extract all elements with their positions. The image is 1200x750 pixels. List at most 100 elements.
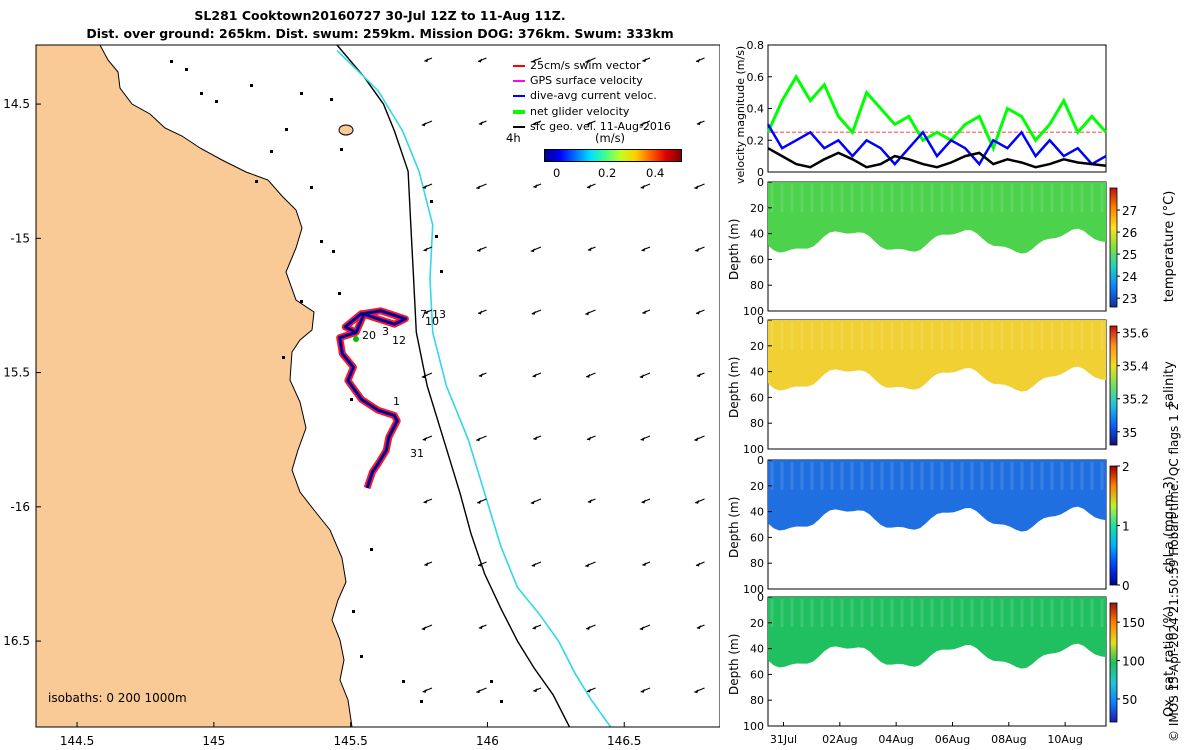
colorbar-tick: 0.4 [646,166,665,180]
profile-y-tick-label: 60 [750,253,764,266]
time-tick-label: 02Aug [822,733,857,746]
isobath-1000m [336,49,612,727]
isobaths-label: isobaths: 0 200 1000m [48,691,187,705]
profile-y-tick-label: 0 [757,176,764,189]
reef-speck [282,356,285,359]
sfc-velocity-arrow [586,687,596,693]
reef-speck [330,98,333,101]
reef-speck [320,240,323,243]
colorbar-tick: 0.2 [598,166,617,180]
sfc-velocity-arrow [424,561,433,567]
sfc-velocity-arrow [696,120,705,126]
reef-speck [170,60,173,63]
reef-speck [430,200,433,203]
map-y-tick-label: 16.5 [3,634,30,648]
map-y-tick-label: 15.5 [3,366,30,380]
sfc-velocity-arrow [642,57,651,63]
profile-y-tick-label: 100 [743,720,764,733]
profile-y-tick-label: 0 [757,454,764,467]
profile-y-tick-label: 80 [750,694,764,707]
sfc-velocity-arrow [639,372,651,379]
sfc-velocity-arrow [585,309,596,316]
profile-panel-oxygen: 0 20 40 60 80 100 Depth (m) 50 100 150 Ox. sat. ra… [727,591,1177,733]
colorbar-tick-label: 35.4 [1122,360,1149,374]
sfc-velocity-arrow [587,246,596,252]
reef-speck [300,300,303,303]
colorbar-tick-label: 23 [1122,292,1137,306]
sfc-velocity-arrow [640,183,651,189]
track-label: 1 [393,395,400,408]
sfc-velocity-arrow [478,624,487,630]
sfc-velocity-arrow [694,435,705,442]
map-frame [35,44,720,728]
colorbar-tick-label: 24 [1122,270,1137,284]
colorbar-tick-label: 35 [1122,426,1137,440]
time-tick-label: 31Jul [770,733,797,746]
reef-speck [250,84,253,87]
colorbar-tick-label: 1 [1122,520,1130,534]
colorbar-tick-label: 35.2 [1122,393,1149,407]
map-legend: 25cm/s swim vector GPS surface velocity … [513,58,671,134]
sfc-velocity-arrow [421,624,433,631]
sfc-velocity-arrow [640,435,651,441]
profile-y-tick-label: 20 [750,202,764,215]
profile-colorbar [1109,325,1118,446]
sfc-velocity-arrow [531,57,542,63]
reef-speck [360,655,363,658]
glider-track-center [339,310,407,489]
reef-speck [435,235,438,238]
profile-y-tick-label: 80 [750,417,764,430]
velocity-y-tick-label: 0 [757,166,764,179]
reef-speck [350,398,353,401]
profile-y-tick-label: 40 [750,506,764,519]
track-label: 10 [425,315,439,328]
sfc-velocity-arrow [585,57,596,64]
velocity-colorbar: 4h (m/s) 0 0.2 0.4 [506,131,686,183]
sfc-velocity-arrow [694,687,705,694]
reef-speck [255,180,258,183]
sfc-velocity-arrow [641,246,651,252]
sfc-velocity-arrow [585,372,596,378]
sfc-velocity-arrow [477,57,487,63]
sfc-velocity-arrow [421,372,433,379]
colorbar-label: salinity [1162,361,1177,408]
sfc-velocity-arrow [422,435,433,441]
map-y-tick-label: 14.5 [3,97,30,111]
sfc-velocity-arrow [642,561,651,567]
land-mass [36,45,353,727]
colorbar-tick-label: 150 [1122,616,1145,630]
reef-speck [332,250,335,253]
sfc-velocity-arrow [478,372,487,378]
sfc-velocity-arrow [477,309,487,315]
track-start-marker [353,336,359,342]
sfc-velocity-arrow [694,183,705,190]
colorbar-tick-label: 25 [1122,248,1137,262]
map-y-tick-label: -16 [10,500,30,514]
sfc-velocity-arrow [641,498,651,504]
profile-y-tick-label: 20 [750,480,764,493]
time-tick-label: 10Aug [1047,733,1082,746]
profile-y-tick-label: 40 [750,228,764,241]
velocity-y-tick-label: 0.6 [747,71,765,84]
sfc-velocity-arrow [585,624,596,630]
sfc-velocity-arrow [424,309,433,315]
sfc-velocity-arrow [639,120,651,127]
legend-item-swim: 25cm/s swim vector [513,58,671,73]
legend-item-net: net glider velocity [513,104,671,119]
time-label: 4h [506,131,521,145]
sfc-velocity-arrow [532,372,542,378]
time-tick-label: 04Aug [878,733,913,746]
profile-y-tick-label: 100 [743,583,764,596]
sfc-velocity-arrow [476,183,487,190]
sfc-velocity-arrow [640,687,651,693]
profile-y-tick-label: 20 [750,340,764,353]
colorbar-tick-label: 27 [1122,204,1137,218]
map-x-tick-label: 145 [202,734,225,748]
velocity-series-line [766,123,1107,167]
colorbar-tick-label: 35.6 [1122,327,1149,341]
profile-panel-chl-a: 0 20 40 60 80 100 Depth (m) 0 1 2 chl-a (mg m-3) [727,454,1177,596]
time-tick-label: 06Aug [935,733,970,746]
profile-colorbar [1109,465,1118,586]
reef-speck [402,680,405,683]
